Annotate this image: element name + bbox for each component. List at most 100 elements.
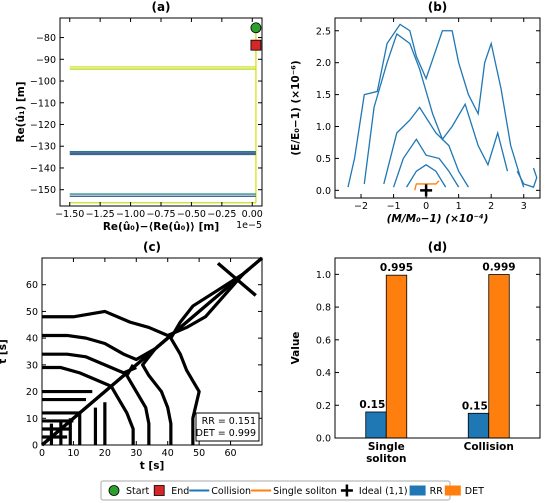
series-line [414,180,440,191]
series-line [125,364,151,445]
y-tick-label: 0 [32,441,38,452]
panel-title: (d) [428,240,448,254]
y-tick-label: 0.0 [316,434,331,445]
marker [409,485,426,496]
legend-label: Start [126,486,149,497]
x-tick-label: 50 [193,448,205,459]
x-axis-label: Re(û₀)−⟨Re(û₀)⟩ [m] [103,221,219,233]
series-line [406,164,447,188]
legend-label: RR [430,486,444,497]
bar [467,412,490,439]
y-tick-label: 2.0 [316,58,331,69]
x-tick-label: Collision [463,441,514,453]
plot-frame [334,257,541,439]
bar-value-label: 0.999 [482,262,515,274]
y-tick-label: −150 [30,185,56,196]
bar-value-label: 0.151 [462,400,495,412]
y-tick-label: −120 [30,120,56,131]
x-axis-label: (M/M₀−1) (×10⁻⁴) [387,213,489,225]
series-line [363,32,509,185]
legend-label: Single soliton [273,486,337,497]
y-tick-label: 50 [26,307,38,318]
plot-frame [41,257,263,446]
y-tick-label: 0.6 [316,335,331,346]
marker [153,485,165,496]
y-tick-label: −80 [36,33,56,44]
x-tick-label: 10 [67,448,79,459]
annotation-box [195,412,260,442]
panel-title: (a) [151,0,170,14]
bar [385,274,408,439]
y-tick-label: 0.2 [316,401,331,412]
x-tick-label: −1.00 [116,209,145,220]
x-tick-label: 2 [488,201,494,212]
bar [365,411,387,439]
marker [444,485,461,496]
y-tick-label: 0.4 [316,368,331,379]
y-axis-label: t [s] [0,339,9,364]
legend: Start End Collision Single soliton Ideal (1,… [100,480,484,501]
x-tick-label: 60 [225,448,237,459]
series-line [383,106,469,188]
x-tick-label: 3 [521,201,527,212]
x-tick-label: −1 [387,201,401,212]
x-tick-label: 40 [162,448,174,459]
x-tick-label: −0.25 [207,209,236,220]
annotation: DET = 0.999 [196,428,256,439]
y-tick-label: −140 [30,163,56,174]
series-line [42,267,251,338]
y-axis-label: Value [290,332,302,365]
y-tick-label: 30 [26,360,38,371]
y-tick-label: −110 [30,98,56,109]
y-tick-label: 20 [26,387,38,398]
x-tick-label: −1.50 [55,209,84,220]
plot-frame [59,17,263,207]
x-tick-label: 20 [99,448,111,459]
bar-value-label: 0.159 [359,399,392,411]
x-tick-label-box: Single soliton [366,441,407,465]
panel-title: (b) [428,0,448,14]
y-tick-label: 1.0 [316,270,331,281]
series-line [216,262,257,297]
y-tick-label: −90 [36,55,56,66]
series-line [42,352,137,375]
marker [108,485,120,496]
series-line [169,267,251,445]
y-tick-label: 1.0 [316,122,331,133]
x-tick-label: 0 [423,201,429,212]
panel-title: (c) [143,240,161,254]
y-tick-label: 0.5 [316,154,331,165]
series-line [109,385,135,445]
plot-frame [334,17,541,199]
x-axis-label: t [s] [140,460,165,472]
bar-value-label: 0.995 [380,262,413,274]
legend-label: DET [465,486,484,497]
series-line [516,167,538,188]
y-tick-label: −130 [30,142,56,153]
y-tick-label: −100 [30,77,56,88]
x-offset: 1e−5 [236,220,262,231]
x-tick-label: −2 [354,201,368,212]
y-tick-label: 0.0 [316,186,331,197]
y-axis-label: (E/E₀−1) (×10⁻⁶) [290,60,302,155]
x-tick-label: −0.50 [177,209,206,220]
annotation: RR = 0.151 [202,416,256,427]
x-tick-label: Single soliton [366,441,407,465]
bar [488,274,510,439]
y-tick-label: 2.5 [316,26,331,37]
y-axis-label: Re(û₁) [m] [15,81,27,142]
series-line [140,336,173,445]
marker [340,484,353,497]
marker [250,22,262,34]
x-tick-label-box: Collision [463,441,514,453]
x-tick-label: 30 [130,448,142,459]
y-tick-label: 0.8 [316,303,331,314]
x-tick-label: −1.25 [86,209,115,220]
marker [250,39,262,51]
series-line [347,23,525,188]
legend-label: End [171,486,189,497]
x-tick-label: 0.00 [242,209,263,220]
y-tick-label: 40 [26,334,38,345]
